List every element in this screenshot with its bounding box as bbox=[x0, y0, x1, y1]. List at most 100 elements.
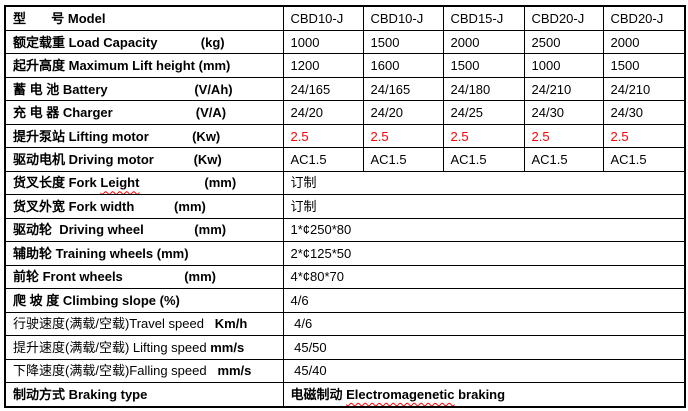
table-row: 充 电 器 Charger (V/A) 24/20 24/20 24/25 24/30 2… bbox=[4, 100, 686, 125]
table-row: 行驶速度(满载/空载)Travel speed Km/h 4/6 bbox=[4, 311, 686, 337]
cell-text: 1*¢250*80 bbox=[290, 222, 352, 238]
cell-text: 下降速度(满载/空载)Falling speed bbox=[13, 363, 218, 379]
cell-text: mm/s bbox=[217, 363, 252, 379]
cell-text: 订制 bbox=[290, 198, 317, 214]
value-cell: 2.5 bbox=[362, 123, 444, 149]
table-row: 制动方式 Braking type 电磁制动 Electromagenetic b… bbox=[4, 382, 686, 408]
value-cell: AC1.5 bbox=[282, 147, 364, 172]
value-cell: CBD15-J bbox=[442, 5, 525, 31]
row-label-cell: 提升速度(满载/空载) Lifting speed mm/s bbox=[4, 335, 284, 360]
value-cell: 24/25 bbox=[442, 100, 525, 125]
cell-text: (mm) bbox=[139, 175, 237, 191]
value-cell: AC1.5 bbox=[602, 147, 686, 172]
table-row: 提升泵站 Lifting motor (Kw) 2.5 2.5 2.5 2.5 2.5 bbox=[4, 123, 686, 149]
cell-text: 4*¢80*70 bbox=[290, 269, 345, 285]
cell-text: 前轮 Front wheels (mm) bbox=[13, 269, 216, 285]
value-cell: CBD10-J bbox=[282, 5, 364, 31]
span-value-cell: 45/50 bbox=[282, 335, 686, 360]
value-cell: 24/20 bbox=[362, 100, 444, 125]
table-row: 提升速度(满载/空载) Lifting speed mm/s 45/50 bbox=[4, 335, 686, 360]
value-cell: 24/30 bbox=[602, 100, 686, 125]
value-cell: 1500 bbox=[362, 29, 444, 55]
table-row: 蓄 电 池 Battery (V/Ah) 24/165 24/165 24/180 24… bbox=[4, 76, 686, 102]
cell-text: 提升泵站 Lifting motor (Kw) bbox=[13, 128, 221, 144]
cell-text: 行驶速度(满载/空载)Travel speed bbox=[13, 316, 215, 332]
value-cell: 24/30 bbox=[523, 100, 604, 125]
value-cell: 2000 bbox=[602, 29, 686, 55]
span-value-cell: 订制 bbox=[282, 194, 686, 219]
value-cell: CBD10-J bbox=[362, 5, 444, 31]
cell-text: 45/50 bbox=[290, 339, 327, 355]
span-value-cell: 45/40 bbox=[282, 358, 686, 384]
cell-text: 4/6 bbox=[290, 292, 309, 308]
value-cell: 1000 bbox=[523, 53, 604, 78]
row-label-cell: 提升泵站 Lifting motor (Kw) bbox=[4, 123, 284, 149]
value-cell: AC1.5 bbox=[523, 147, 604, 172]
cell-text: 辅助轮 Training wheels (mm) bbox=[13, 245, 189, 261]
value-cell: CBD20-J bbox=[602, 5, 686, 31]
value-cell: 1500 bbox=[442, 53, 525, 78]
table-row: 下降速度(满载/空载)Falling speed mm/s 45/40 bbox=[4, 358, 686, 384]
cell-text: 提升速度(满载/空载) Lifting speed bbox=[13, 339, 211, 355]
table-row: 驱动电机 Driving motor (Kw) AC1.5 AC1.5 AC1.5 AC… bbox=[4, 147, 686, 172]
spec-table: 型 号 Model CBD10-J CBD10-J CBD15-J CBD20-J CBD… bbox=[4, 5, 686, 408]
table-row: 货叉外宽 Fork width (mm) 订制 bbox=[4, 194, 686, 219]
row-label-cell: 驱动电机 Driving motor (Kw) bbox=[4, 147, 284, 172]
cell-text: 订制 bbox=[290, 175, 317, 191]
value-cell: 2.5 bbox=[523, 123, 604, 149]
span-value-cell: 1*¢250*80 bbox=[282, 217, 686, 243]
row-label-cell: 驱动轮 Driving wheel (mm) bbox=[4, 217, 284, 243]
row-label-cell: 爬 坡 度 Climbing slope (%) bbox=[4, 288, 284, 313]
value-cell: 2.5 bbox=[282, 123, 364, 149]
span-value-cell: 4*¢80*70 bbox=[282, 264, 686, 290]
table-row: 货叉长度 Fork Leight (mm) 订制 bbox=[4, 170, 686, 196]
cell-text: 驱动电机 Driving motor (Kw) bbox=[13, 151, 222, 167]
row-label-cell: 起升高度 Maximum Lift height (mm) bbox=[4, 53, 284, 78]
value-cell: 24/165 bbox=[362, 76, 444, 102]
value-cell: 24/165 bbox=[282, 76, 364, 102]
cell-text: 电磁制动 bbox=[290, 387, 347, 403]
cell-text: 型 号 Model bbox=[13, 10, 106, 26]
value-cell: 24/180 bbox=[442, 76, 525, 102]
table-row: 型 号 Model CBD10-J CBD10-J CBD15-J CBD20-J CBD… bbox=[4, 5, 686, 31]
value-cell: 1500 bbox=[602, 53, 686, 78]
value-cell: 2000 bbox=[442, 29, 525, 55]
cell-text: 4/6 bbox=[290, 316, 313, 332]
table-row: 爬 坡 度 Climbing slope (%) 4/6 bbox=[4, 288, 686, 313]
row-label-cell: 辅助轮 Training wheels (mm) bbox=[4, 241, 284, 266]
value-cell: 24/210 bbox=[602, 76, 686, 102]
cell-text: braking bbox=[454, 387, 506, 403]
row-label-cell: 前轮 Front wheels (mm) bbox=[4, 264, 284, 290]
cell-text: 爬 坡 度 Climbing slope (%) bbox=[13, 292, 180, 308]
cell-text: 蓄 电 池 Battery (V/Ah) bbox=[13, 81, 233, 97]
row-label-cell: 制动方式 Braking type bbox=[4, 382, 284, 408]
value-cell: CBD20-J bbox=[523, 5, 604, 31]
value-cell: 2500 bbox=[523, 29, 604, 55]
value-cell: 1000 bbox=[282, 29, 364, 55]
table-row: 辅助轮 Training wheels (mm) 2*¢125*50 bbox=[4, 241, 686, 266]
row-label-cell: 额定载重 Load Capacity (kg) bbox=[4, 29, 284, 55]
row-label-cell: 充 电 器 Charger (V/A) bbox=[4, 100, 284, 125]
span-value-cell: 4/6 bbox=[282, 288, 686, 313]
cell-text: 货叉外宽 Fork width (mm) bbox=[13, 198, 206, 214]
row-label-cell: 型 号 Model bbox=[4, 5, 284, 31]
cell-text: 制动方式 Braking type bbox=[13, 387, 148, 403]
row-label-cell: 货叉长度 Fork Leight (mm) bbox=[4, 170, 284, 196]
row-label-cell: 蓄 电 池 Battery (V/Ah) bbox=[4, 76, 284, 102]
span-value-cell: 订制 bbox=[282, 170, 686, 196]
value-cell: 2.5 bbox=[442, 123, 525, 149]
value-cell: 1600 bbox=[362, 53, 444, 78]
cell-text: 驱动轮 Driving wheel (mm) bbox=[13, 222, 227, 238]
table-row: 额定载重 Load Capacity (kg) 1000 1500 2000 2500 2… bbox=[4, 29, 686, 55]
table-row: 前轮 Front wheels (mm) 4*¢80*70 bbox=[4, 264, 686, 290]
cell-text: 充 电 器 Charger (V/A) bbox=[13, 105, 227, 121]
row-label-cell: 货叉外宽 Fork width (mm) bbox=[4, 194, 284, 219]
cell-text: Leight bbox=[100, 175, 140, 191]
span-value-cell: 2*¢125*50 bbox=[282, 241, 686, 266]
value-cell: 2.5 bbox=[602, 123, 686, 149]
value-cell: 24/20 bbox=[282, 100, 364, 125]
table-row: 驱动轮 Driving wheel (mm) 1*¢250*80 bbox=[4, 217, 686, 243]
cell-text: Electromagenetic bbox=[346, 387, 455, 403]
cell-text: Km/h bbox=[214, 316, 248, 332]
